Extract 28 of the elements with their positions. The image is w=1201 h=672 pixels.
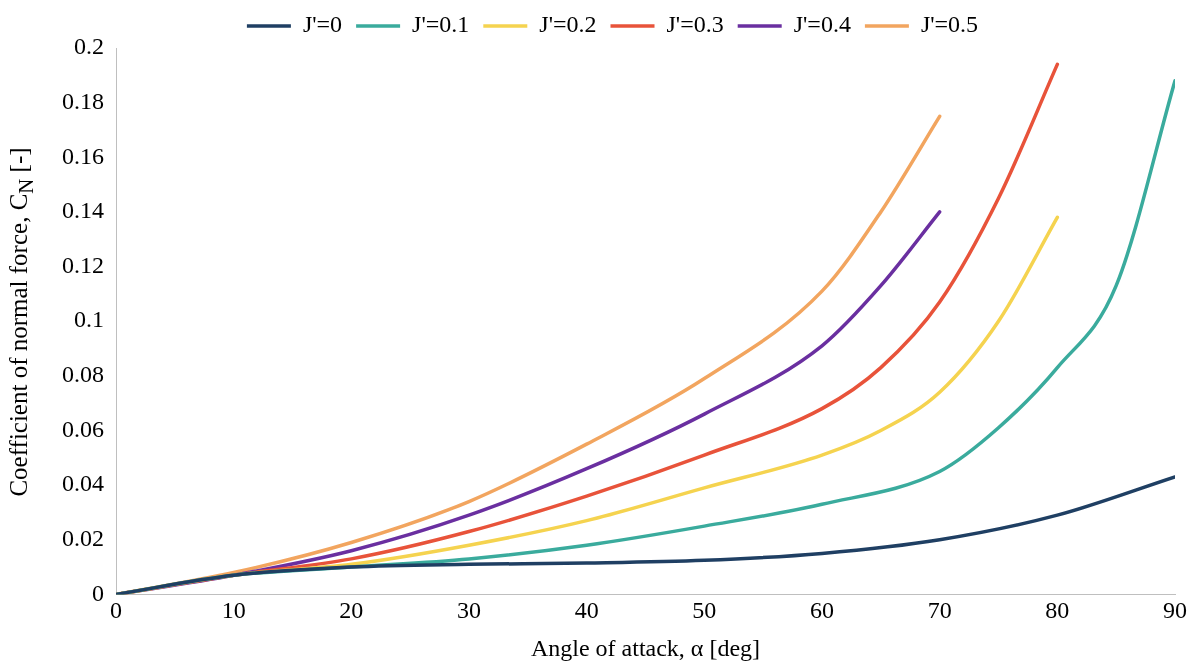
x-tick-label: 20 xyxy=(339,597,364,624)
x-tick-label: 0 xyxy=(110,597,122,624)
y-tick-label: 0.2 xyxy=(74,33,104,60)
y-tick-label: 0 xyxy=(92,579,104,606)
legend-label: J'=0.2 xyxy=(539,11,597,38)
legend-label: J'=0.1 xyxy=(412,11,470,38)
x-tick-label: 50 xyxy=(692,597,717,624)
y-tick-label: 0.04 xyxy=(62,470,104,497)
y-tick-label: 0.02 xyxy=(62,525,104,552)
y-tick-label: 0.12 xyxy=(62,251,104,278)
y-tick-label: 0.1 xyxy=(74,306,104,333)
y-tick-label: 0.16 xyxy=(62,142,104,169)
x-tick-label: 90 xyxy=(1163,597,1187,624)
legend-label: J'=0.4 xyxy=(793,11,851,38)
legend-label: J'=0 xyxy=(302,11,343,38)
y-tick-label: 0.06 xyxy=(62,415,104,442)
legend-label: J'=0.5 xyxy=(920,11,979,38)
y-tick-label: 0.08 xyxy=(62,361,104,388)
x-tick-label: 40 xyxy=(574,597,599,624)
x-tick-label: 70 xyxy=(927,597,952,624)
x-tick-label: 30 xyxy=(457,597,481,624)
y-tick-label: 0.14 xyxy=(62,197,104,224)
x-tick-label: 80 xyxy=(1045,597,1070,624)
x-tick-label: 60 xyxy=(810,597,834,624)
y-tick-label: 0.18 xyxy=(62,87,104,114)
x-tick-label: 10 xyxy=(221,597,246,624)
legend-label: J'=0.3 xyxy=(666,11,724,38)
x-axis-title: Angle of attack, α [deg] xyxy=(530,634,761,661)
